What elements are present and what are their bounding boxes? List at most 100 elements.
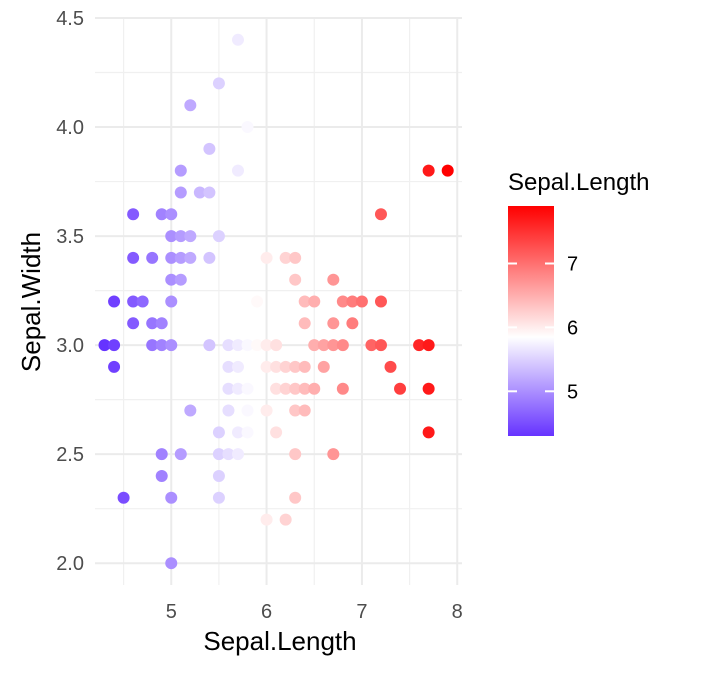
scatter-point	[174, 164, 187, 177]
scatter-point	[127, 208, 140, 221]
legend-tick-label: 6	[567, 317, 578, 339]
scatter-point	[174, 186, 187, 199]
scatter-point	[212, 448, 225, 461]
scatter-point	[298, 382, 311, 395]
scatter-point	[155, 208, 168, 221]
scatter-point	[117, 491, 130, 504]
scatter-point	[231, 339, 244, 352]
scatter-point	[346, 317, 359, 330]
scatter-point	[98, 339, 111, 352]
scatter-point	[298, 360, 311, 373]
scatter-point	[394, 382, 407, 395]
scatter-point	[279, 251, 292, 264]
scatter-point	[174, 251, 187, 264]
scatter-point	[279, 360, 292, 373]
scatter-point	[203, 186, 216, 199]
scatter-point	[289, 382, 302, 395]
scatter-point	[155, 317, 168, 330]
scatter-point	[289, 404, 302, 417]
scatter-point	[289, 448, 302, 461]
scatter-point	[317, 339, 330, 352]
scatter-point	[422, 426, 435, 439]
scatter-point	[212, 426, 225, 439]
x-tick-label: 8	[452, 601, 463, 623]
scatter-point	[231, 360, 244, 373]
scatter-point	[146, 251, 159, 264]
scatter-point	[184, 251, 197, 264]
scatter-point	[184, 230, 197, 243]
scatter-point	[136, 295, 149, 308]
scatter-point	[374, 295, 387, 308]
scatter-point	[222, 448, 235, 461]
scatter-point	[422, 339, 435, 352]
scatter-point	[127, 295, 140, 308]
scatter-point	[241, 382, 254, 395]
scatter-point	[203, 251, 216, 264]
scatter-point	[231, 164, 244, 177]
y-tick-label: 3.5	[56, 226, 84, 248]
y-tick-label: 2.0	[56, 553, 84, 575]
scatter-point	[203, 339, 216, 352]
scatter-point	[298, 404, 311, 417]
scatter-point	[174, 273, 187, 286]
scatter-point	[298, 317, 311, 330]
scatter-point	[270, 382, 283, 395]
scatter-point	[146, 317, 159, 330]
scatter-point	[279, 513, 292, 526]
legend-colorbar	[508, 206, 554, 436]
scatter-point	[155, 339, 168, 352]
scatter-point	[289, 360, 302, 373]
grid-layer	[95, 17, 462, 585]
scatter-point	[441, 164, 454, 177]
scatter-point	[212, 77, 225, 90]
scatter-point	[241, 121, 254, 134]
scatter-point	[308, 382, 321, 395]
scatter-point	[270, 426, 283, 439]
scatter-point	[336, 295, 349, 308]
scatter-point	[270, 360, 283, 373]
scatter-point	[127, 317, 140, 330]
y-tick-label: 2.5	[56, 444, 84, 466]
y-tick-label: 4.5	[56, 8, 84, 30]
legend-ticks: 5 6 7	[508, 254, 578, 403]
scatter-point	[231, 426, 244, 439]
scatter-point	[241, 339, 254, 352]
legend-tick-label: 5	[567, 381, 578, 403]
y-tick-label: 4.0	[56, 117, 84, 139]
scatter-point	[222, 360, 235, 373]
scatter-point	[108, 360, 121, 373]
scatter-point	[165, 251, 178, 264]
scatter-point	[317, 360, 330, 373]
scatter-point	[279, 382, 292, 395]
scatter-point	[289, 251, 302, 264]
scatter-point	[155, 448, 168, 461]
scatter-point	[413, 339, 426, 352]
legend-title: Sepal.Length	[508, 169, 649, 196]
scatter-point	[212, 491, 225, 504]
scatter-point	[251, 295, 264, 308]
scatter-point	[184, 404, 197, 417]
scatter-point	[260, 513, 273, 526]
scatter-point	[260, 404, 273, 417]
scatter-point	[222, 404, 235, 417]
x-tick-label: 7	[356, 601, 367, 623]
scatter-point	[165, 491, 178, 504]
scatter-point	[260, 360, 273, 373]
scatter-point	[165, 339, 178, 352]
legend-tick-label: 7	[567, 254, 578, 276]
scatter-point	[260, 251, 273, 264]
scatter-point	[165, 208, 178, 221]
scatter-point	[165, 557, 178, 570]
scatter-point	[384, 360, 397, 373]
scatter-point	[374, 339, 387, 352]
scatter-point	[270, 339, 283, 352]
scatter-point	[298, 295, 311, 308]
scatter-point	[165, 295, 178, 308]
scatter-point	[422, 382, 435, 395]
scatter-point	[327, 273, 340, 286]
scatter-point	[251, 339, 264, 352]
scatter-point	[174, 230, 187, 243]
scatter-point	[174, 448, 187, 461]
scatter-point	[193, 186, 206, 199]
